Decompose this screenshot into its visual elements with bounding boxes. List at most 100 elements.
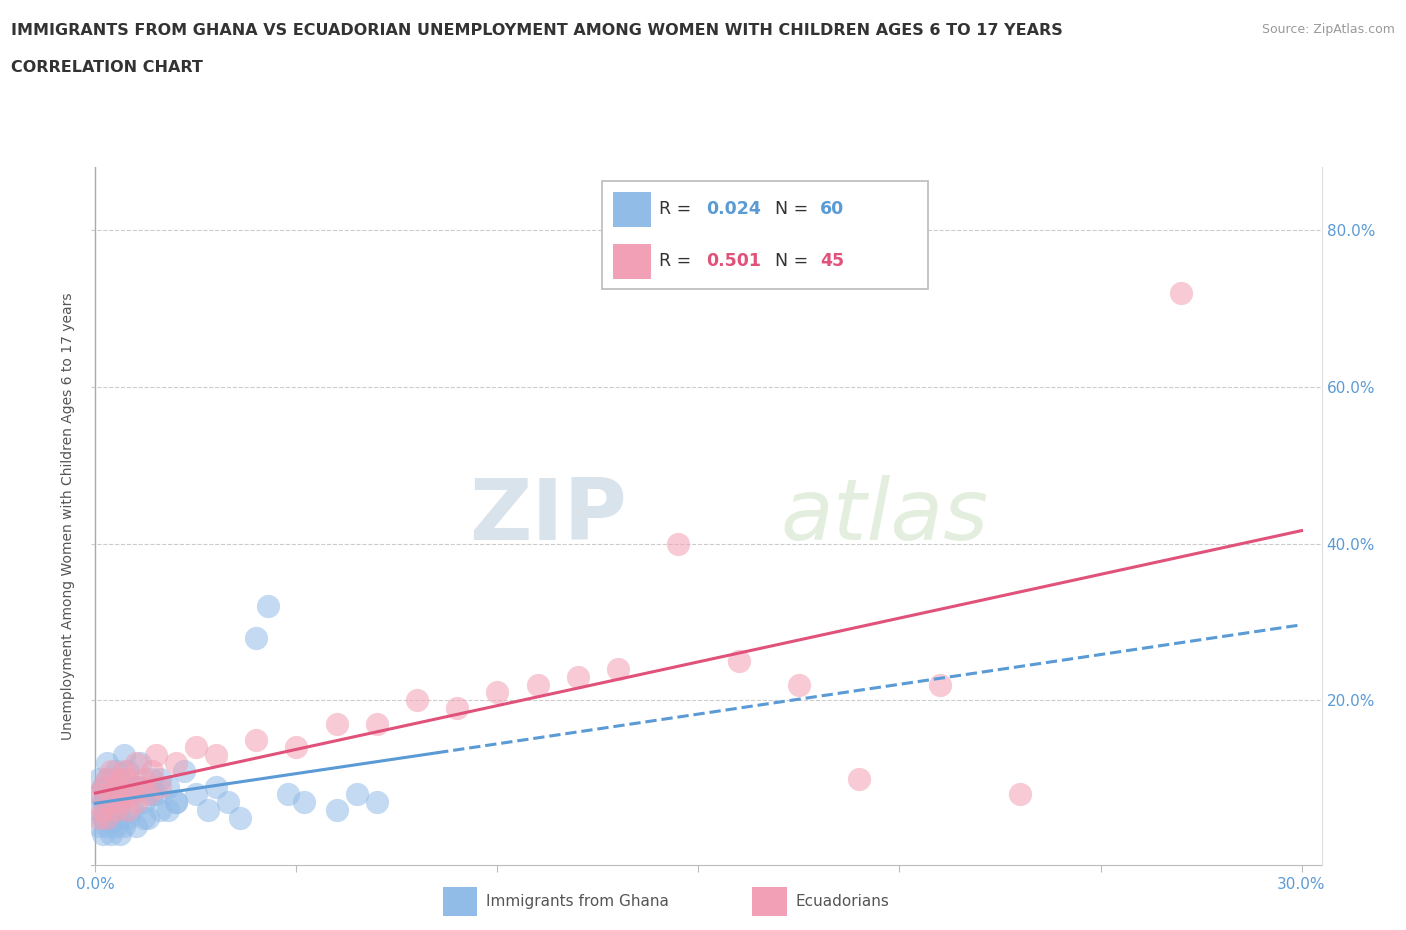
- Text: atlas: atlas: [780, 474, 988, 558]
- Text: Ecuadorians: Ecuadorians: [796, 894, 890, 910]
- Point: [184, 787, 207, 802]
- Point: [89, 787, 111, 802]
- Point: [93, 779, 115, 794]
- Point: [165, 795, 187, 810]
- Point: [100, 764, 122, 778]
- Point: [128, 779, 150, 794]
- Bar: [443, 887, 477, 916]
- Point: [229, 810, 252, 825]
- Point: [366, 795, 388, 810]
- Point: [89, 803, 111, 817]
- Point: [136, 787, 159, 802]
- Point: [124, 779, 146, 794]
- Point: [486, 685, 509, 700]
- Point: [145, 787, 167, 802]
- Point: [112, 748, 135, 763]
- Point: [277, 787, 299, 802]
- Point: [96, 771, 118, 786]
- Point: [108, 771, 131, 786]
- Point: [93, 779, 115, 794]
- Point: [787, 677, 810, 692]
- Point: [928, 677, 950, 692]
- Point: [217, 795, 239, 810]
- Point: [100, 795, 122, 810]
- Point: [1010, 787, 1032, 802]
- Point: [96, 771, 118, 786]
- Point: [112, 787, 135, 802]
- Point: [89, 818, 111, 833]
- Point: [96, 755, 118, 770]
- Text: Source: ZipAtlas.com: Source: ZipAtlas.com: [1261, 23, 1395, 36]
- Point: [141, 764, 163, 778]
- Point: [325, 803, 347, 817]
- Point: [117, 803, 139, 817]
- Point: [104, 764, 127, 778]
- Point: [136, 810, 159, 825]
- Point: [132, 795, 155, 810]
- Point: [124, 779, 146, 794]
- Point: [117, 787, 139, 802]
- Point: [100, 779, 122, 794]
- Point: [727, 654, 749, 669]
- Point: [165, 755, 187, 770]
- Point: [89, 771, 111, 786]
- Point: [104, 818, 127, 833]
- Point: [607, 661, 630, 676]
- Point: [245, 732, 267, 747]
- Point: [96, 810, 118, 825]
- Point: [197, 803, 219, 817]
- Point: [89, 787, 111, 802]
- Point: [848, 771, 870, 786]
- Point: [93, 803, 115, 817]
- Point: [406, 693, 429, 708]
- Point: [149, 771, 172, 786]
- Text: CORRELATION CHART: CORRELATION CHART: [11, 60, 202, 75]
- Point: [184, 740, 207, 755]
- Point: [104, 787, 127, 802]
- Point: [108, 810, 131, 825]
- Point: [132, 771, 155, 786]
- Point: [89, 810, 111, 825]
- Point: [156, 779, 179, 794]
- Point: [96, 787, 118, 802]
- Point: [173, 764, 195, 778]
- Point: [567, 670, 589, 684]
- Point: [325, 716, 347, 731]
- Point: [132, 810, 155, 825]
- Point: [100, 810, 122, 825]
- Point: [108, 826, 131, 841]
- Point: [104, 779, 127, 794]
- Point: [93, 795, 115, 810]
- Point: [93, 810, 115, 825]
- Point: [141, 771, 163, 786]
- Bar: [752, 887, 786, 916]
- Point: [121, 803, 143, 817]
- Point: [294, 795, 316, 810]
- Point: [149, 803, 172, 817]
- Text: ZIP: ZIP: [468, 474, 627, 558]
- Point: [245, 631, 267, 645]
- Point: [205, 748, 228, 763]
- Point: [666, 536, 689, 551]
- Point: [149, 779, 172, 794]
- Point: [165, 795, 187, 810]
- Point: [112, 764, 135, 778]
- Point: [117, 771, 139, 786]
- Point: [117, 764, 139, 778]
- Point: [93, 826, 115, 841]
- Point: [128, 755, 150, 770]
- Point: [104, 803, 127, 817]
- Point: [108, 795, 131, 810]
- Point: [124, 795, 146, 810]
- Point: [145, 748, 167, 763]
- Text: IMMIGRANTS FROM GHANA VS ECUADORIAN UNEMPLOYMENT AMONG WOMEN WITH CHILDREN AGES : IMMIGRANTS FROM GHANA VS ECUADORIAN UNEM…: [11, 23, 1063, 38]
- Point: [108, 795, 131, 810]
- Point: [285, 740, 308, 755]
- Point: [112, 818, 135, 833]
- Point: [104, 803, 127, 817]
- Point: [108, 771, 131, 786]
- Point: [156, 803, 179, 817]
- Point: [100, 795, 122, 810]
- Point: [446, 700, 468, 715]
- Text: Immigrants from Ghana: Immigrants from Ghana: [486, 894, 669, 910]
